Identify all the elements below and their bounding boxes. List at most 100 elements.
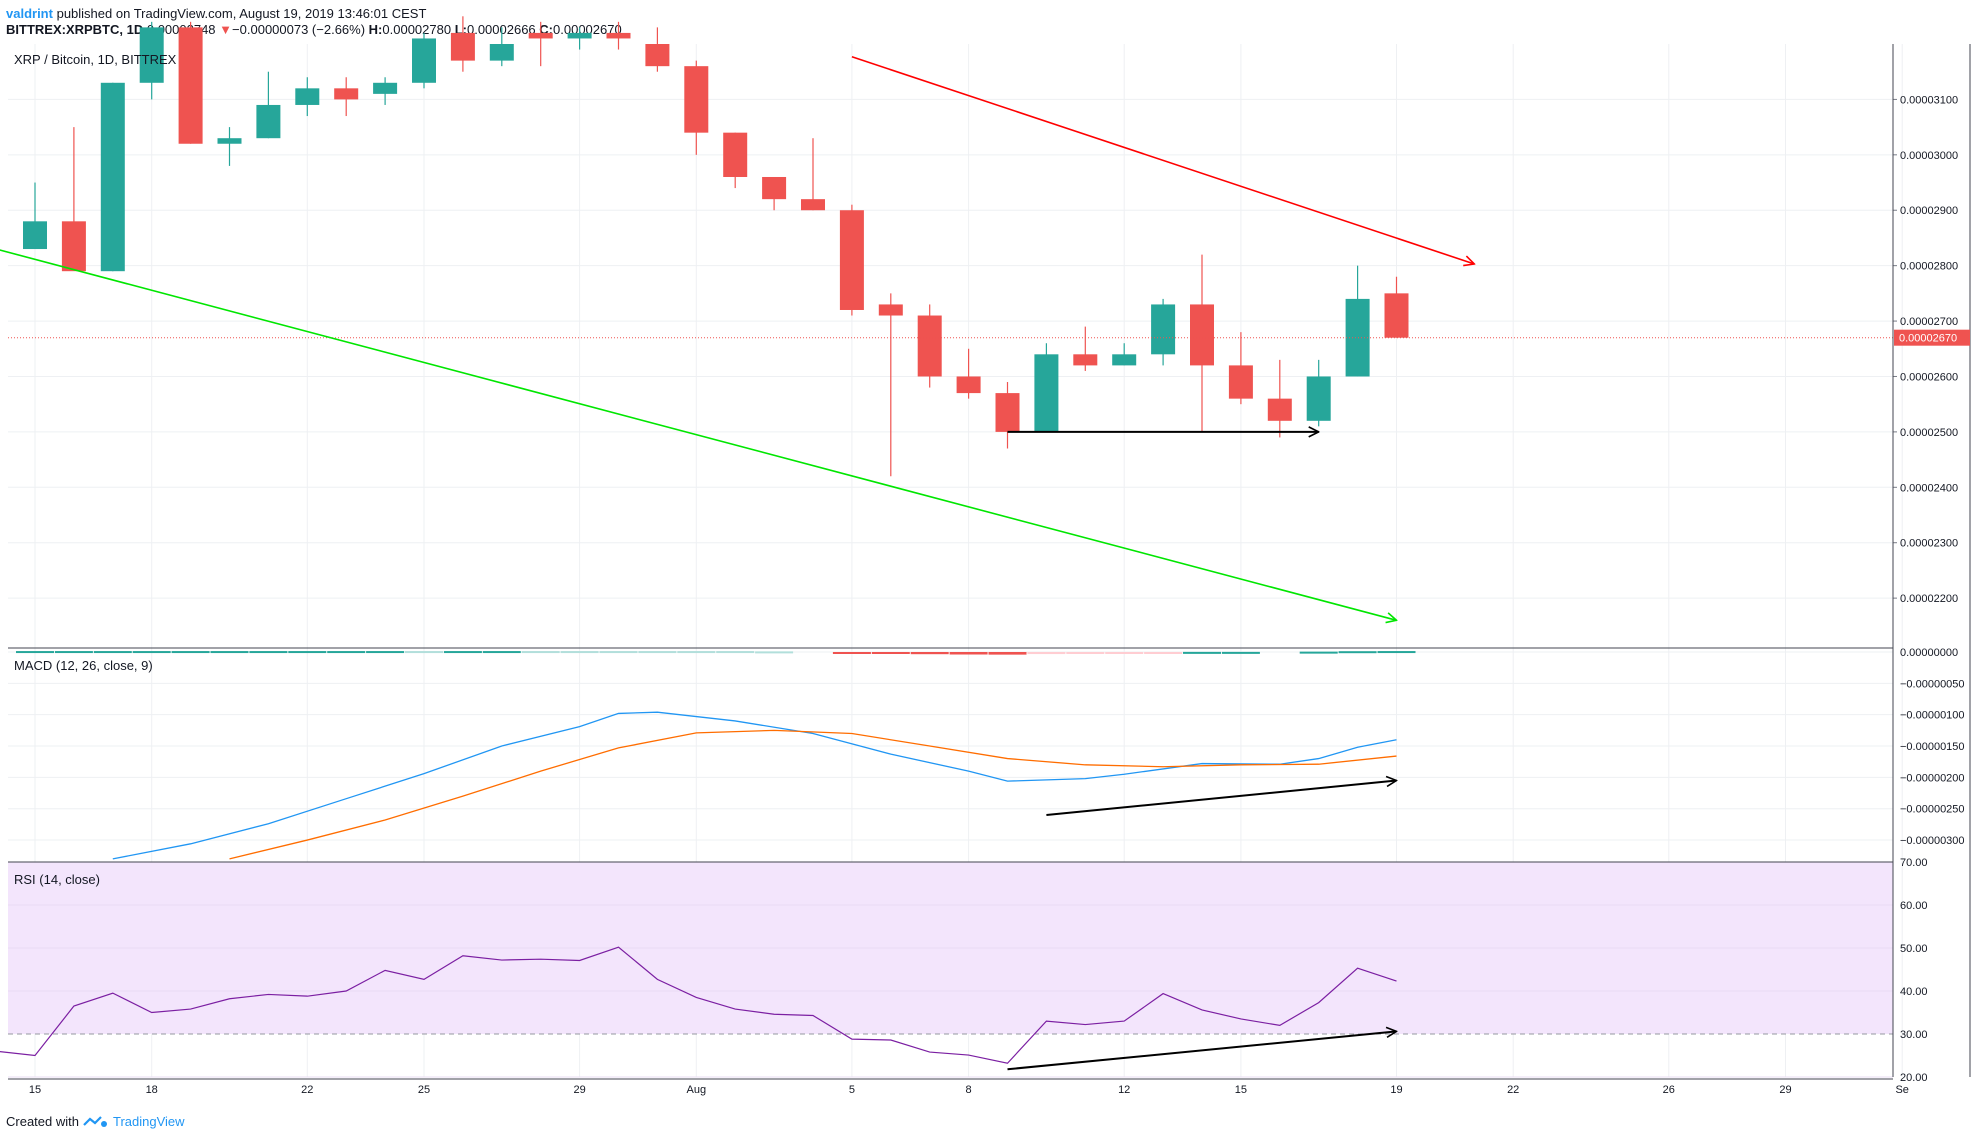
candle-body — [217, 138, 242, 144]
macd-histogram-bar — [1066, 652, 1105, 654]
macd-histogram-bar — [949, 652, 988, 655]
candlestick-series — [23, 16, 1409, 477]
candle-body — [762, 176, 787, 200]
rsi-tick-label: 60.00 — [1900, 900, 1928, 912]
candle — [295, 77, 320, 117]
candle — [450, 16, 475, 72]
macd-tick-label: −0.00000300 — [1900, 835, 1965, 847]
macd-line — [112, 711, 1397, 860]
macd-tick-label: −0.00000200 — [1900, 772, 1965, 784]
macd-histogram-bar — [54, 651, 93, 654]
rsi-tick-label: 50.00 — [1900, 943, 1928, 955]
high-value: 0.00002780 — [382, 22, 452, 37]
candle-body — [684, 66, 709, 133]
candle-body — [23, 221, 47, 250]
macd-histogram-bar — [638, 651, 677, 654]
candle — [1345, 265, 1370, 377]
candle — [61, 127, 86, 272]
candle — [801, 138, 825, 211]
candle-body — [917, 315, 942, 377]
candle — [723, 132, 748, 189]
author-name[interactable]: valdrint — [6, 6, 53, 21]
macd-tick-label: 0.00000000 — [1900, 647, 1958, 659]
candle — [1306, 359, 1331, 427]
candle — [839, 204, 864, 316]
time-tick-label: 29 — [573, 1084, 585, 1096]
change-down-icon: ▼ — [219, 22, 233, 37]
candle-body — [723, 132, 748, 177]
footer: Created with TradingView — [6, 1114, 185, 1129]
rsi-pane — [0, 861, 1893, 1078]
created-with-text: Created with — [6, 1114, 79, 1129]
macd-histogram-bar — [988, 652, 1027, 655]
candle-body — [1267, 398, 1292, 421]
candle — [1267, 359, 1292, 438]
divergence-arrow — [1046, 781, 1396, 816]
macd-histogram-bar — [832, 652, 871, 654]
time-tick-label: 25 — [418, 1084, 430, 1096]
rsi-tick-label: 20.00 — [1900, 1072, 1928, 1084]
macd-histogram-bar — [910, 652, 949, 655]
candle — [412, 32, 436, 89]
support-trendline — [0, 249, 1397, 620]
macd-histogram-bar — [16, 651, 54, 654]
candle-body — [373, 82, 398, 94]
tradingview-brand[interactable]: TradingView — [112, 1114, 185, 1129]
price-tick-label: 0.00002500 — [1900, 427, 1958, 439]
high-label: H: — [368, 22, 383, 37]
price-tick-label: 0.00002700 — [1900, 316, 1958, 328]
candle — [178, 21, 203, 144]
axes: 0.00003100 0.00003000 0.00002900 0.00002800… — [8, 44, 1971, 1096]
price-tick-label: 0.00002600 — [1900, 371, 1958, 383]
time-tick-label: Se — [1895, 1084, 1908, 1096]
macd-histogram-bar — [871, 652, 910, 654]
time-tick-label: 15 — [1235, 1084, 1247, 1096]
macd-histogram-bar — [1183, 651, 1221, 654]
candle-body — [489, 44, 514, 61]
divergence-arrow — [1007, 1031, 1397, 1071]
macd-tick-label: −0.00000100 — [1900, 710, 1965, 722]
candle — [1151, 298, 1176, 366]
macd-pane — [8, 651, 1893, 860]
change-value: −0.00000073 (−2.66%) — [232, 22, 366, 37]
candle — [606, 21, 631, 50]
time-tick-label: 18 — [146, 1084, 158, 1096]
candle — [684, 60, 709, 155]
time-tick-label: 15 — [29, 1084, 41, 1096]
candle — [217, 127, 242, 166]
candle-body — [61, 221, 86, 272]
macd-histogram-bar — [443, 651, 482, 654]
time-tick-label: 22 — [301, 1084, 313, 1096]
macd-histogram-bar — [288, 651, 327, 654]
candle-body — [995, 393, 1020, 432]
candle — [528, 21, 553, 67]
symbol-label: BITTREX:XRPBTC, 1D — [6, 22, 144, 37]
macd-tick-label: −0.00000150 — [1900, 741, 1965, 753]
publish-info: valdrint published on TradingView.com, A… — [6, 6, 426, 21]
macd-histogram-bar — [1221, 651, 1260, 654]
candle — [567, 27, 592, 50]
candle — [139, 21, 164, 100]
candle-body — [645, 44, 670, 67]
macd-histogram-bar — [677, 651, 716, 654]
candle — [1073, 326, 1098, 371]
published-text: published on TradingView.com, August 19,… — [56, 6, 427, 21]
drawing-annotations[interactable] — [0, 55, 1893, 1071]
candle-body — [256, 104, 281, 139]
candle — [100, 82, 125, 272]
candle-body — [956, 376, 981, 394]
candle-body — [606, 32, 631, 39]
candle-body — [100, 82, 125, 272]
candle — [1384, 276, 1409, 338]
time-tick-label: 5 — [849, 1084, 855, 1096]
candle-body — [839, 210, 864, 310]
macd-histogram-bar — [132, 651, 171, 654]
candle — [762, 176, 787, 211]
candle-body — [1112, 354, 1137, 366]
time-tick-label: 29 — [1779, 1084, 1791, 1096]
macd-histogram-bar — [1377, 651, 1416, 654]
price-tick-label: 0.00002200 — [1900, 593, 1958, 605]
candle — [995, 382, 1020, 449]
time-tick-label: Aug — [687, 1084, 707, 1096]
